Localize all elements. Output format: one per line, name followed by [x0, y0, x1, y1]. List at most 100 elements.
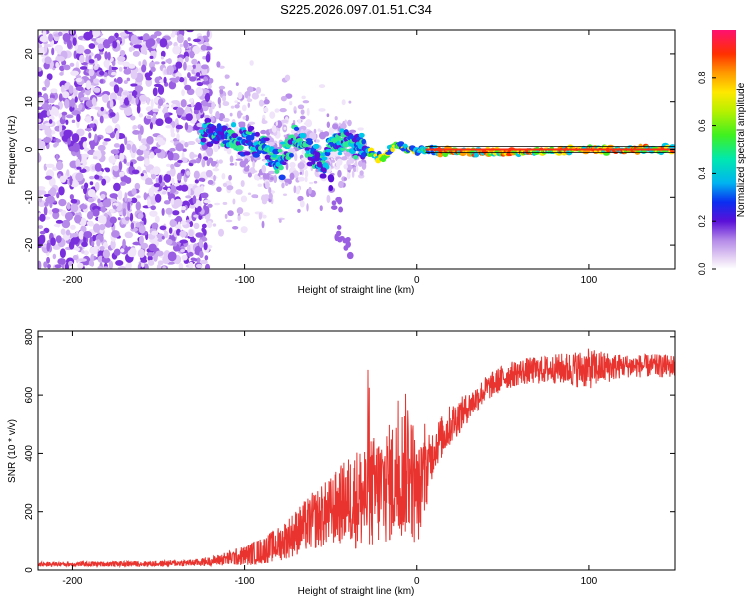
spectrogram-noise-blob — [53, 143, 58, 148]
spectrogram-noise-blob — [268, 187, 272, 194]
spectrogram-ridge-blob — [340, 147, 346, 152]
spectrogram-noise-blob — [55, 61, 60, 68]
spectrogram-noise-blob — [117, 189, 123, 200]
spectrogram-noise-blob — [92, 234, 97, 242]
spectrogram-noise-blob — [135, 201, 141, 211]
spectrogram-noise-blob — [343, 164, 348, 170]
spectrogram-noise-blob — [283, 126, 287, 130]
spectrogram-noise-blob — [64, 262, 69, 269]
spectrogram-noise-blob — [185, 65, 194, 71]
spectrogram-noise-blob — [94, 181, 100, 191]
spectrogram-branch-blob — [342, 237, 348, 244]
spectrogram-noise-blob — [143, 192, 148, 201]
spectrogram-noise-blob — [154, 31, 162, 37]
spectrogram-noise-blob — [38, 118, 42, 123]
spectrogram-noise-blob — [261, 220, 265, 229]
spectrogram-ridge-blob — [252, 153, 260, 158]
spectrogram-noise-blob — [303, 121, 311, 126]
spectrogram-noise-blob — [147, 255, 153, 262]
spectrogram-noise-blob — [194, 102, 202, 111]
spectrogram-noise-blob — [81, 249, 85, 254]
spectrogram-noise-blob — [132, 50, 140, 57]
spectrogram-y-tick-label: 0 — [24, 146, 35, 152]
spectrogram-noise-blob — [132, 130, 141, 135]
spectrogram-noise-blob — [192, 195, 197, 205]
spectrogram-x-tick-label: -200 — [62, 275, 82, 286]
spectrogram-noise-blob — [149, 55, 154, 60]
spectrogram-noise-blob — [55, 235, 62, 244]
spectrogram-noise-blob — [198, 239, 204, 248]
spectrogram-noise-blob — [336, 158, 343, 166]
spectrogram-noise-blob — [251, 92, 259, 100]
spectrogram-noise-blob — [137, 81, 142, 86]
spectrogram-noise-blob — [101, 257, 111, 264]
spectrogram-noise-blob — [59, 175, 67, 183]
spectrogram-noise-blob — [239, 160, 247, 168]
spectrogram-noise-blob — [284, 178, 291, 183]
spectrogram-x-tick-label: 0 — [414, 275, 420, 286]
spectrogram-noise-blob — [69, 30, 75, 35]
spectrogram-noise-blob — [75, 86, 84, 91]
spectrogram-noise-blob — [152, 108, 159, 113]
spectrogram-noise-blob — [124, 136, 128, 146]
spectrogram-noise-blob — [180, 109, 184, 114]
spectrogram-branch-blob — [338, 206, 344, 213]
spectrogram-noise-blob — [135, 96, 139, 105]
spectrogram-noise-blob — [140, 259, 148, 263]
spectrogram-noise-blob — [139, 125, 144, 135]
spectrogram-noise-blob — [180, 248, 185, 253]
spectrogram-noise-blob — [154, 215, 160, 223]
spectrogram-noise-blob — [247, 192, 252, 196]
spectrogram-noise-blob — [294, 110, 297, 114]
spectrogram-noise-blob — [60, 84, 65, 93]
spectrogram-noise-blob — [67, 138, 71, 145]
spectrogram-noise-blob — [109, 216, 117, 224]
spectrogram-noise-blob — [347, 119, 352, 127]
spectrogram-noise-blob — [71, 133, 80, 143]
spectrogram-noise-blob — [74, 214, 82, 224]
spectrogram-ridge-blob — [288, 152, 294, 158]
spectrogram-noise-blob — [157, 260, 164, 266]
spectrogram-noise-blob — [235, 82, 239, 87]
spectrogram-noise-blob — [46, 73, 53, 81]
spectrogram-noise-blob — [255, 86, 262, 94]
spectrogram-noise-blob — [46, 195, 55, 204]
snr-y-axis-label: SNR (10 * v/v) — [7, 419, 18, 483]
spectrogram-noise-blob — [99, 223, 106, 231]
spectrogram-noise-blob — [172, 242, 177, 247]
spectrogram-noise-blob — [237, 101, 241, 105]
spectrogram-noise-blob — [234, 100, 239, 104]
spectrogram-noise-blob — [44, 43, 48, 54]
spectrogram-noise-blob — [76, 128, 85, 137]
spectrogram-noise-blob — [198, 177, 206, 182]
colorbar-tick-label: 0.4 — [697, 167, 707, 180]
spectrogram-noise-blob — [70, 203, 79, 213]
spectrogram-noise-blob — [293, 132, 299, 138]
spectrogram-noise-blob — [175, 76, 180, 81]
spectrogram-noise-blob — [262, 214, 267, 219]
spectrogram-noise-blob — [192, 38, 202, 43]
spectrogram-noise-blob — [171, 177, 175, 186]
spectrogram-ridge-blob — [293, 126, 300, 131]
spectrogram-noise-blob — [104, 51, 109, 60]
spectrogram-noise-blob — [180, 220, 188, 225]
spectrogram-noise-blob — [144, 158, 150, 166]
spectrogram-noise-blob — [133, 39, 142, 44]
spectrogram-noise-blob — [183, 40, 189, 49]
spectrogram-noise-blob — [50, 237, 56, 247]
spectrogram-noise-blob — [191, 64, 197, 69]
spectrogram-noise-blob — [153, 83, 162, 88]
spectrogram-noise-blob — [180, 99, 187, 108]
spectrogram-noise-blob — [199, 96, 206, 100]
spectrogram-noise-blob — [205, 53, 211, 63]
spectrogram-noise-blob — [167, 185, 177, 194]
spectrogram-ridge-blob — [274, 169, 280, 174]
spectrogram-noise-blob — [150, 98, 154, 109]
spectrogram-ridge-blob — [321, 156, 328, 161]
spectrogram-noise-blob — [242, 116, 247, 120]
spectrogram-noise-blob — [123, 68, 132, 75]
spectrogram-y-axis-label: Frequency (Hz) — [7, 116, 18, 185]
spectrogram-noise-blob — [46, 264, 51, 269]
spectrogram-noise-blob — [181, 206, 186, 211]
spectrogram-noise-blob — [185, 219, 191, 223]
